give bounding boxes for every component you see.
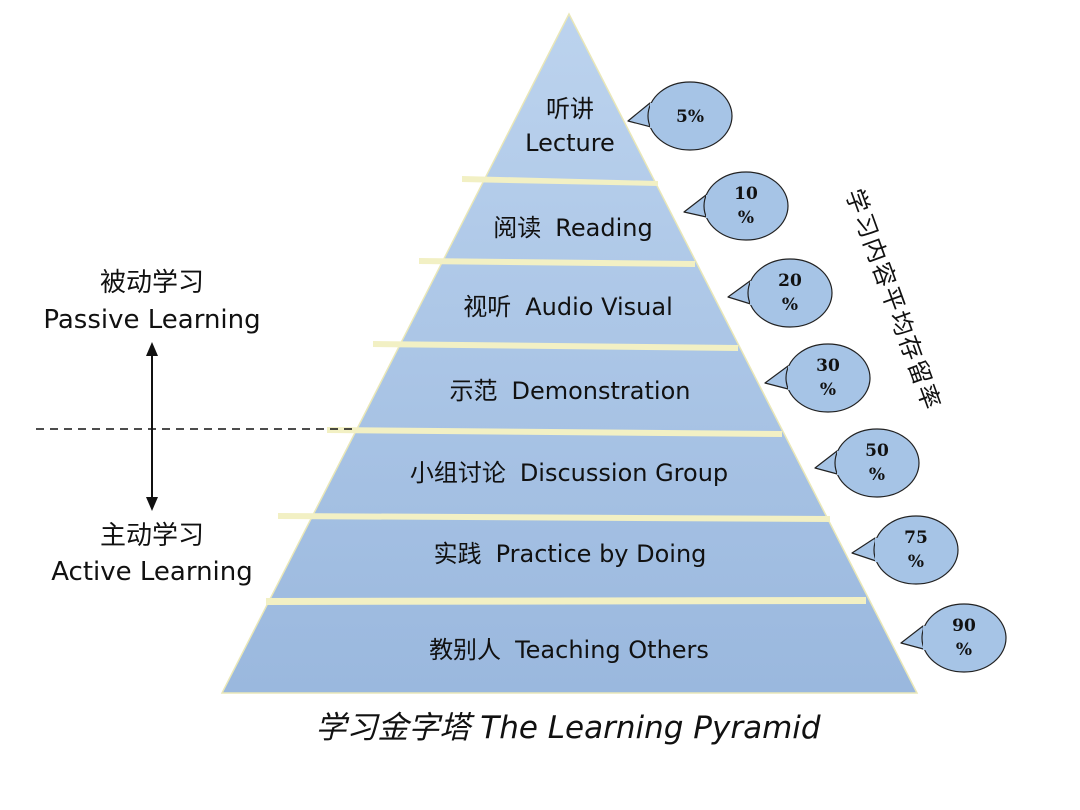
level-en: Reading: [555, 214, 652, 242]
level-en: Discussion Group: [520, 459, 728, 487]
band-separator: [327, 427, 782, 437]
retention-value: 75%: [904, 528, 928, 572]
retention-value: 90%: [952, 616, 976, 660]
level-zh: 教别人: [429, 636, 501, 664]
level-label-practice-by-doing: 实践 Practice by Doing: [434, 540, 707, 568]
retention-bubbles: 5% 10% 20% 30% 50%: [627, 81, 1007, 673]
retention-value: 50%: [865, 441, 889, 485]
level-zh: 实践: [434, 540, 482, 568]
retention-percent-sign: %: [782, 295, 798, 315]
band-separator: [278, 513, 830, 522]
retention-number: 75: [904, 528, 928, 548]
level-label-audio-visual: 视听 Audio Visual: [463, 293, 673, 321]
retention-percent-sign: %: [908, 552, 924, 572]
pyramid-shape: [220, 12, 919, 694]
level-zh-lecture: 听讲: [546, 95, 594, 123]
double-arrow-icon: [146, 342, 158, 511]
retention-value: 10%: [734, 184, 758, 228]
retention-value: 20%: [778, 271, 802, 315]
level-en-lecture: Lecture: [525, 129, 615, 157]
retention-bubble: 5%: [627, 81, 733, 151]
band-separator: [373, 341, 738, 351]
retention-bubble: 90%: [900, 603, 1007, 673]
level-label-teaching-others: 教别人 Teaching Others: [429, 636, 709, 664]
band-separator: [462, 176, 658, 186]
active-learning-zh: 主动学习: [100, 521, 204, 551]
level-en: Demonstration: [512, 377, 691, 405]
band-separator: [419, 258, 695, 267]
retention-number: 90: [952, 616, 976, 636]
band-separator: [266, 597, 866, 605]
level-zh: 小组讨论: [410, 459, 506, 487]
retention-bubble: 30%: [764, 343, 871, 413]
level-en: Audio Visual: [525, 293, 673, 321]
active-learning-en: Active Learning: [51, 557, 253, 587]
level-label-demonstration: 示范 Demonstration: [450, 377, 691, 405]
passive-learning-zh: 被动学习: [100, 268, 204, 298]
level-en: Teaching Others: [514, 636, 709, 664]
level-label-reading: 阅读 Reading: [493, 214, 652, 242]
level-zh: 示范: [450, 377, 498, 405]
passive-learning-en: Passive Learning: [43, 305, 260, 335]
retention-percent-sign: %: [869, 465, 885, 485]
level-zh: 阅读: [493, 214, 541, 242]
retention-bubble: 10%: [683, 171, 789, 241]
retention-number: 20: [778, 271, 802, 291]
retention-value: 5%: [676, 107, 704, 127]
retention-bubble: 20%: [727, 258, 833, 328]
level-zh: 视听: [463, 293, 511, 321]
level-label-discussion-group: 小组讨论 Discussion Group: [410, 459, 728, 487]
level-en: Practice by Doing: [496, 540, 707, 568]
retention-number: 30: [816, 356, 840, 376]
band-separators: [266, 176, 866, 605]
retention-number: 50: [865, 441, 889, 461]
retention-number: 10: [734, 184, 758, 204]
diagram-title: 学习金字塔 The Learning Pyramid: [315, 710, 820, 746]
retention-value: 30%: [816, 356, 840, 400]
retention-bubble: 75%: [851, 515, 959, 585]
retention-percent-sign: %: [738, 208, 754, 228]
retention-percent-sign: %: [956, 640, 972, 660]
retention-percent-sign: %: [820, 380, 836, 400]
retention-bubble: 50%: [814, 428, 920, 498]
